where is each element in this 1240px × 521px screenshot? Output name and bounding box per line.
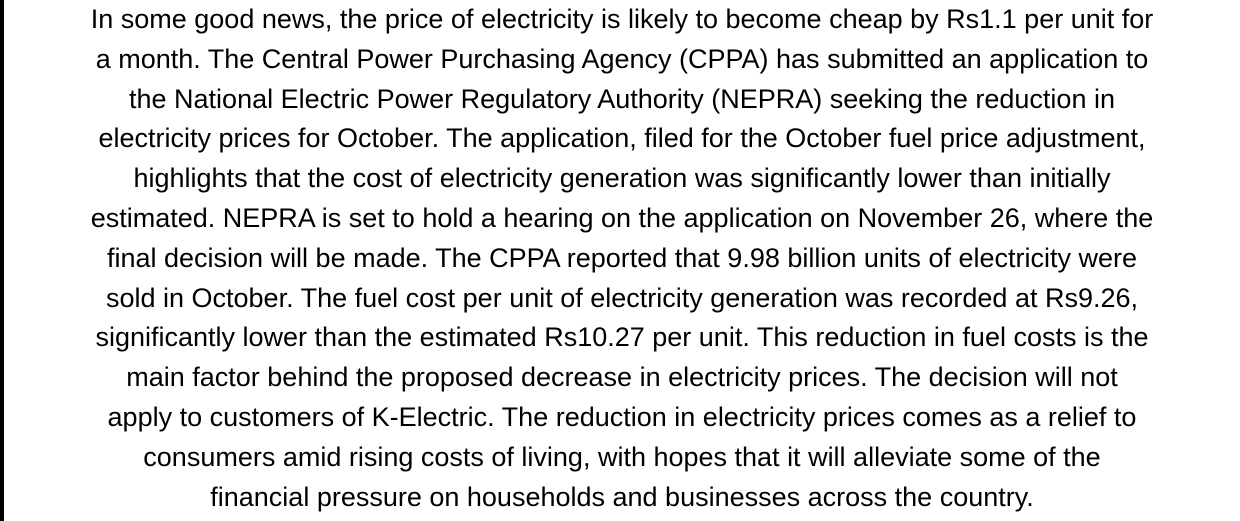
article-line: consumers amid rising costs of living, w…	[143, 441, 1101, 472]
article-line: financial pressure on households and bus…	[210, 481, 1034, 512]
article-text-block: In some good news, the price of electric…	[4, 0, 1240, 521]
article-line: In some good news, the price of electric…	[90, 4, 1154, 34]
article-line: a month. The Central Power Purchasing Ag…	[95, 43, 1149, 74]
article-line: final decision will be made. The CPPA re…	[106, 242, 1138, 273]
article-line: the National Electric Power Regulatory A…	[129, 83, 1115, 114]
article-line: apply to customers of K-Electric. The re…	[107, 401, 1137, 432]
article-line: significantly lower than the estimated R…	[95, 322, 1149, 353]
article-line: highlights that the cost of electricity …	[133, 163, 1111, 194]
article-line: electricity prices for October. The appl…	[98, 123, 1146, 154]
article-line: estimated. NEPRA is set to hold a hearin…	[90, 202, 1154, 233]
article-line: sold in October. The fuel cost per unit …	[105, 282, 1139, 313]
article-line: main factor behind the proposed decrease…	[126, 362, 1118, 393]
left-border-rule	[0, 0, 4, 521]
